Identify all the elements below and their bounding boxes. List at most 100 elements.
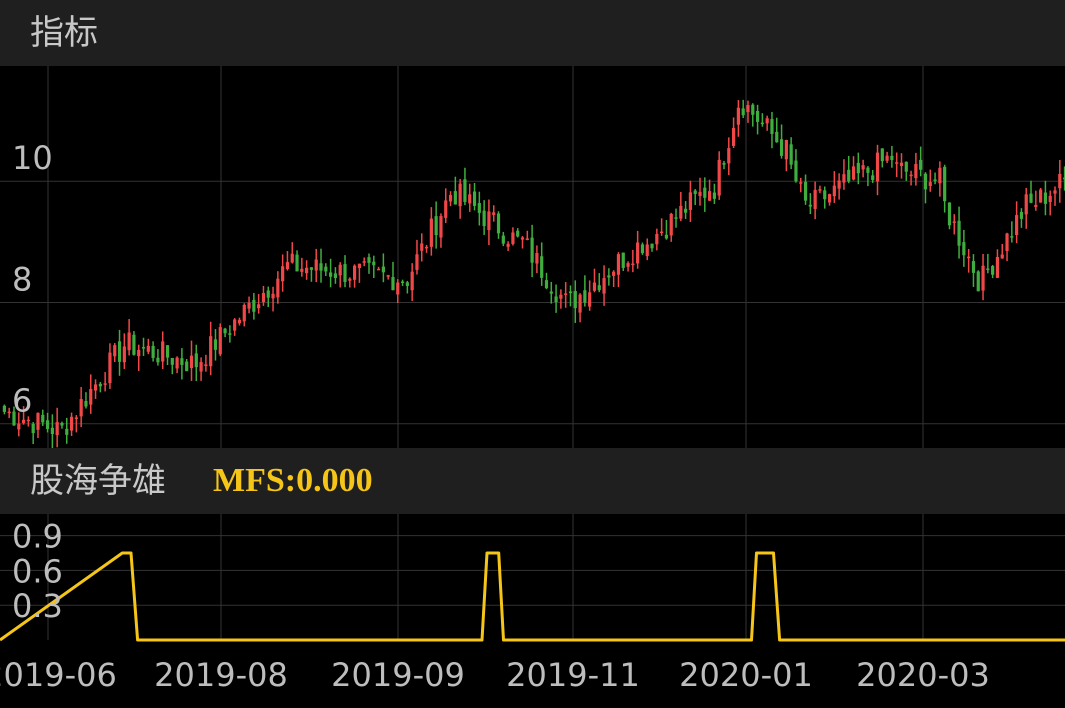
candle-body: [12, 411, 16, 426]
candle-body: [242, 304, 246, 322]
candle-body: [228, 333, 232, 335]
candle-body: [108, 352, 112, 384]
candle-body: [636, 242, 640, 264]
candle-body: [549, 291, 553, 294]
main-panel-header: 指标: [0, 0, 1065, 66]
candle-body: [559, 294, 563, 299]
candle-body: [626, 263, 630, 267]
candle-body: [420, 243, 424, 251]
candle-body: [933, 179, 937, 181]
candle-body: [300, 268, 304, 272]
candle-body: [93, 384, 98, 391]
candle-body: [880, 148, 884, 162]
candle-body: [319, 263, 323, 271]
candle-body: [540, 256, 544, 278]
candle-body: [103, 383, 107, 385]
candle-body: [866, 167, 870, 173]
candle-body: [127, 332, 131, 351]
candle-body: [962, 242, 966, 256]
candle-body: [674, 217, 678, 219]
candle-body: [429, 218, 433, 247]
x-tick-label: 2020-03: [856, 656, 990, 694]
candle-body: [21, 419, 26, 424]
candle-body: [588, 292, 592, 307]
candle-body: [923, 173, 928, 190]
candle-body: [928, 182, 932, 187]
candle-body: [424, 246, 429, 249]
candle-body: [722, 163, 726, 165]
candle-body: [1015, 215, 1019, 235]
candle-body: [717, 159, 721, 196]
candle-body: [712, 192, 716, 199]
candle-body: [919, 159, 923, 170]
y-tick-label: 0.3: [12, 587, 63, 625]
candle-body: [1053, 190, 1057, 194]
candle-body: [233, 319, 237, 331]
candle-body: [703, 187, 707, 198]
candle-body: [520, 237, 525, 240]
indicator-chart[interactable]: 0.90.60.3 2019-06 2019-08 2019-09 2019-11 202…: [0, 514, 1065, 708]
candle-body: [861, 165, 865, 170]
candle-body: [477, 203, 481, 213]
candle-body: [329, 272, 333, 277]
candle-body: [501, 235, 505, 244]
candle-body: [631, 263, 635, 266]
candle-body: [971, 261, 976, 273]
candle-body: [223, 328, 227, 334]
candle-body: [122, 346, 126, 363]
candle-body: [17, 423, 21, 430]
candle-body: [170, 357, 174, 365]
candle-body: [616, 254, 621, 275]
candle-body: [664, 234, 669, 239]
candle-body: [175, 357, 179, 369]
candle-body: [736, 107, 740, 125]
candle-body: [1000, 254, 1004, 259]
candle-body: [827, 194, 832, 203]
candle-body: [434, 216, 438, 236]
candle-body: [530, 237, 534, 263]
candle-body: [976, 271, 980, 292]
candle-body: [698, 191, 702, 196]
candle-body: [448, 194, 453, 202]
candle-body: [444, 200, 448, 218]
candle-body: [995, 256, 1000, 278]
candlestick-chart[interactable]: 10 8 6: [0, 66, 1065, 448]
candle-body: [1029, 193, 1033, 203]
candle-body: [655, 234, 659, 245]
candle-body: [89, 388, 93, 405]
candle-body: [41, 414, 45, 423]
candle-body: [165, 345, 170, 358]
candle-body: [909, 174, 913, 177]
candle-body: [2, 405, 6, 412]
candle-body: [482, 210, 486, 226]
candle-body: [837, 180, 841, 189]
candle-body: [285, 262, 290, 269]
candle-body: [895, 162, 899, 164]
candle-body: [554, 296, 558, 303]
candle-body: [1048, 195, 1052, 203]
indicator-panel-header: 股海争雄 MFS:0.000: [0, 448, 1065, 514]
candle-body: [391, 277, 395, 291]
candle-body: [597, 285, 601, 291]
candle-body: [746, 105, 750, 113]
candle-body: [947, 202, 952, 226]
candle-body: [276, 278, 280, 298]
candle-body: [213, 339, 218, 350]
candle-body: [113, 345, 117, 357]
candle-body: [386, 275, 390, 277]
candle-body: [1024, 194, 1028, 215]
candle-body: [117, 341, 122, 362]
candle-body: [74, 417, 78, 419]
mfs-series-line: [0, 551, 1065, 642]
candle-body: [84, 401, 88, 407]
x-tick-label: 2019-08: [154, 656, 288, 694]
candle-body: [727, 148, 731, 164]
candle-body: [607, 275, 611, 278]
candle-body: [204, 364, 208, 367]
candle-body: [679, 205, 683, 219]
candle-body: [458, 183, 462, 207]
candle-body: [180, 358, 184, 365]
candle-body: [252, 299, 256, 312]
candle-body: [98, 383, 102, 387]
candle-body: [26, 419, 30, 422]
